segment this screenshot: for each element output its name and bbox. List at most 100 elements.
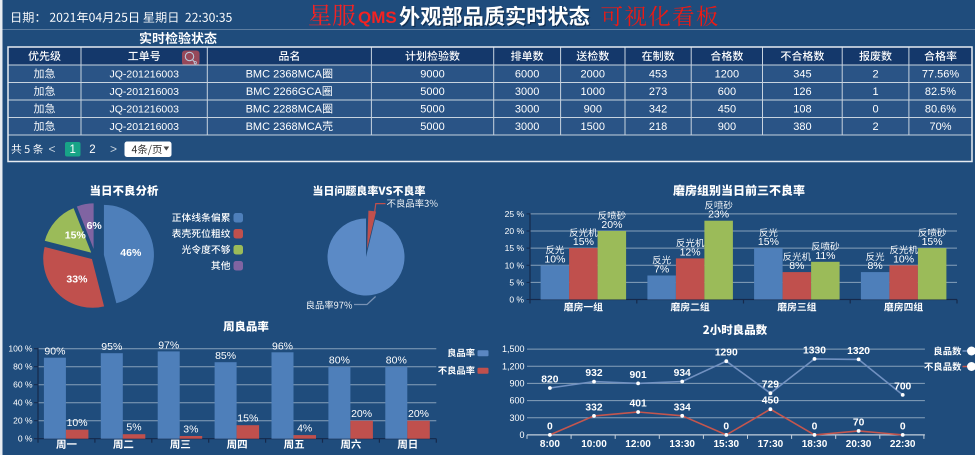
- svg-text:0: 0: [872, 104, 878, 116]
- svg-text:<: <: [48, 142, 55, 156]
- svg-text:60 %: 60 %: [13, 380, 33, 390]
- svg-text:18:30: 18:30: [802, 439, 828, 450]
- svg-text:BMC 2288MCA: BMC 2288MCA: [246, 104, 323, 116]
- svg-text:3000: 3000: [515, 104, 539, 116]
- svg-text:15%: 15%: [573, 236, 594, 248]
- svg-text:1,200: 1,200: [502, 361, 525, 371]
- svg-text:126: 126: [793, 86, 811, 98]
- svg-text:QMS: QMS: [358, 8, 397, 27]
- svg-text:BMC 2368MCA: BMC 2368MCA: [246, 121, 323, 133]
- svg-text:96%: 96%: [272, 340, 293, 352]
- svg-text:JQ-201216003: JQ-201216003: [109, 121, 179, 133]
- svg-text:JQ-201216003: JQ-201216003: [109, 69, 179, 81]
- svg-text:1: 1: [69, 144, 75, 156]
- svg-text:20%: 20%: [408, 408, 429, 420]
- svg-text:5%: 5%: [126, 422, 141, 434]
- svg-text:2: 2: [89, 144, 95, 156]
- svg-text:8%: 8%: [868, 260, 883, 272]
- svg-text:8%: 8%: [789, 260, 804, 272]
- svg-text:BMC 2266GCA: BMC 2266GCA: [246, 86, 322, 98]
- svg-text:901: 901: [630, 370, 647, 381]
- svg-text:9000: 9000: [420, 69, 444, 81]
- svg-text:7%: 7%: [654, 264, 669, 276]
- svg-text:600: 600: [718, 86, 736, 98]
- svg-text:70: 70: [853, 417, 865, 428]
- svg-text:3%: 3%: [183, 424, 198, 436]
- svg-text:100 %: 100 %: [8, 344, 33, 354]
- svg-text:8:00: 8:00: [540, 439, 560, 450]
- svg-text:85%: 85%: [215, 350, 236, 362]
- svg-text:17:30: 17:30: [758, 439, 784, 450]
- svg-text:BMC 2368MCA: BMC 2368MCA: [246, 69, 323, 81]
- svg-text:46%: 46%: [120, 247, 142, 259]
- svg-text:332: 332: [585, 402, 602, 413]
- svg-text:0: 0: [547, 421, 553, 432]
- svg-text:5000: 5000: [420, 121, 444, 133]
- svg-text:11%: 11%: [815, 250, 835, 262]
- svg-text:0: 0: [723, 421, 729, 432]
- svg-text:15%: 15%: [65, 230, 87, 242]
- svg-text:90%: 90%: [44, 346, 65, 358]
- svg-text:80.6%: 80.6%: [925, 104, 956, 116]
- svg-text:1330: 1330: [803, 345, 826, 356]
- svg-text:345: 345: [793, 69, 811, 81]
- svg-text:453: 453: [649, 69, 667, 81]
- svg-text:1,500: 1,500: [502, 344, 525, 354]
- svg-text:4%: 4%: [297, 423, 312, 435]
- svg-text:820: 820: [541, 375, 558, 386]
- svg-text:70%: 70%: [929, 121, 951, 133]
- svg-text:2: 2: [872, 69, 878, 81]
- svg-text:13:30: 13:30: [669, 439, 695, 450]
- svg-text:2000: 2000: [581, 69, 605, 81]
- svg-text:77.56%: 77.56%: [922, 69, 960, 81]
- svg-text:10%: 10%: [544, 253, 565, 265]
- svg-text:450: 450: [762, 396, 779, 407]
- svg-text:5 %: 5 %: [509, 277, 524, 287]
- svg-text:218: 218: [649, 121, 667, 133]
- svg-text:95%: 95%: [101, 341, 122, 353]
- svg-text:10 %: 10 %: [505, 260, 525, 270]
- svg-text:932: 932: [585, 368, 602, 379]
- svg-text:33%: 33%: [66, 274, 88, 286]
- svg-text:1200: 1200: [715, 69, 739, 81]
- svg-text:15:30: 15:30: [714, 439, 740, 450]
- svg-text:20%: 20%: [351, 408, 372, 420]
- svg-text:>: >: [110, 142, 117, 156]
- svg-text:80%: 80%: [329, 355, 350, 367]
- svg-text:900: 900: [718, 121, 736, 133]
- svg-text:80 %: 80 %: [13, 362, 33, 372]
- svg-text:0: 0: [812, 421, 818, 432]
- svg-text:22:30: 22:30: [890, 439, 916, 450]
- svg-text:20%: 20%: [601, 219, 622, 231]
- svg-text:900: 900: [584, 104, 602, 116]
- svg-text:0 %: 0 %: [18, 434, 33, 444]
- svg-text:JQ-201216003: JQ-201216003: [109, 104, 179, 116]
- svg-text:82.5%: 82.5%: [925, 86, 956, 98]
- svg-text:10:00: 10:00: [581, 439, 607, 450]
- svg-text:10%: 10%: [893, 253, 914, 265]
- svg-text:20 %: 20 %: [505, 226, 525, 236]
- svg-text:3000: 3000: [515, 86, 539, 98]
- svg-text:80%: 80%: [386, 355, 407, 367]
- svg-text:20 %: 20 %: [13, 416, 33, 426]
- svg-text:1320: 1320: [847, 346, 870, 357]
- svg-text:20:30: 20:30: [846, 439, 872, 450]
- svg-text:6000: 6000: [515, 69, 539, 81]
- svg-text:40 %: 40 %: [13, 398, 33, 408]
- svg-text:15%: 15%: [922, 236, 943, 248]
- svg-text:97%: 97%: [158, 339, 179, 351]
- svg-text:600: 600: [509, 396, 524, 406]
- svg-text:1: 1: [872, 86, 878, 98]
- svg-text:300: 300: [509, 413, 524, 423]
- svg-text:380: 380: [793, 121, 811, 133]
- svg-text:JQ-201216003: JQ-201216003: [109, 86, 179, 98]
- svg-text:3000: 3000: [515, 121, 539, 133]
- svg-text:934: 934: [674, 368, 691, 379]
- svg-text:1000: 1000: [581, 86, 605, 98]
- svg-text:15%: 15%: [237, 413, 258, 425]
- svg-text:450: 450: [718, 104, 736, 116]
- svg-text:12%: 12%: [680, 246, 701, 258]
- svg-text:729: 729: [762, 380, 779, 391]
- svg-text:108: 108: [793, 104, 811, 116]
- svg-text:0: 0: [900, 421, 906, 432]
